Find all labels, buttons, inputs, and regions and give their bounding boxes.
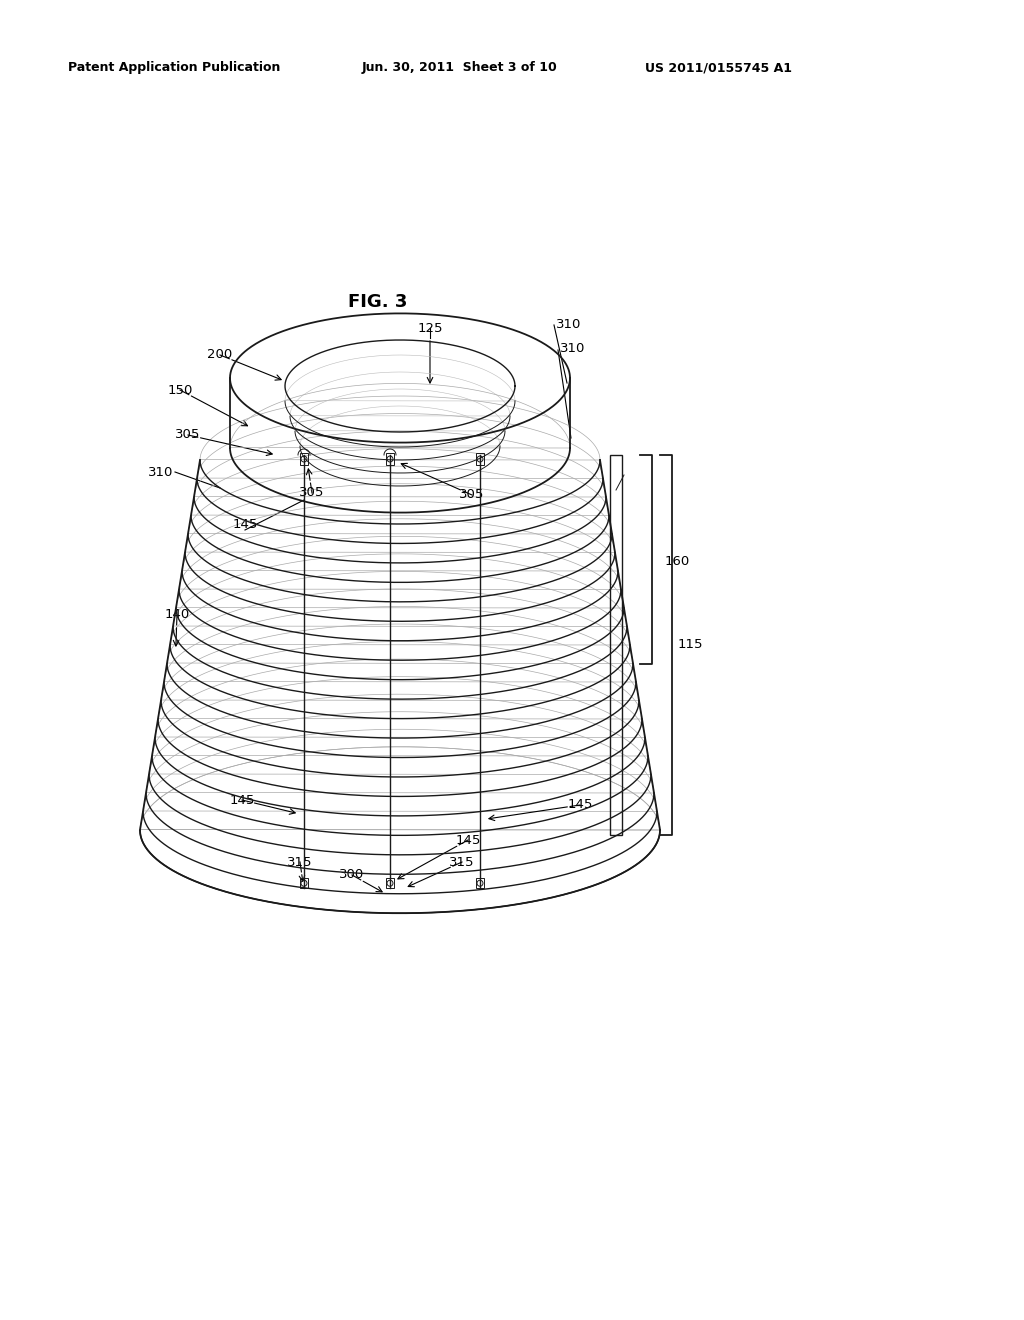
Text: 310: 310 [556,318,582,331]
Text: Patent Application Publication: Patent Application Publication [68,62,281,74]
Text: FIG. 3: FIG. 3 [348,293,408,312]
Text: 145: 145 [232,519,258,532]
Text: 145: 145 [567,799,593,812]
Text: 300: 300 [339,869,365,882]
Bar [300,878,308,888]
Text: 305: 305 [299,487,325,499]
Text: 310: 310 [560,342,586,355]
Bar [476,453,484,465]
Text: 310: 310 [147,466,173,479]
Text: 305: 305 [460,488,484,502]
Bar [386,878,394,888]
Text: US 2011/0155745 A1: US 2011/0155745 A1 [645,62,792,74]
Text: 315: 315 [450,855,475,869]
Bar [610,455,622,836]
Text: 115: 115 [678,639,703,652]
Text: 315: 315 [288,855,312,869]
Text: 200: 200 [208,348,232,362]
Text: 160: 160 [665,556,690,568]
Text: 145: 145 [229,793,255,807]
Bar [386,453,394,465]
Text: 140: 140 [165,609,189,622]
Text: 125: 125 [417,322,442,334]
Text: 305: 305 [175,429,201,441]
Bar [476,878,484,888]
Text: 145: 145 [456,833,480,846]
Bar [300,453,308,465]
Text: 150: 150 [167,384,193,396]
Text: Jun. 30, 2011  Sheet 3 of 10: Jun. 30, 2011 Sheet 3 of 10 [362,62,558,74]
